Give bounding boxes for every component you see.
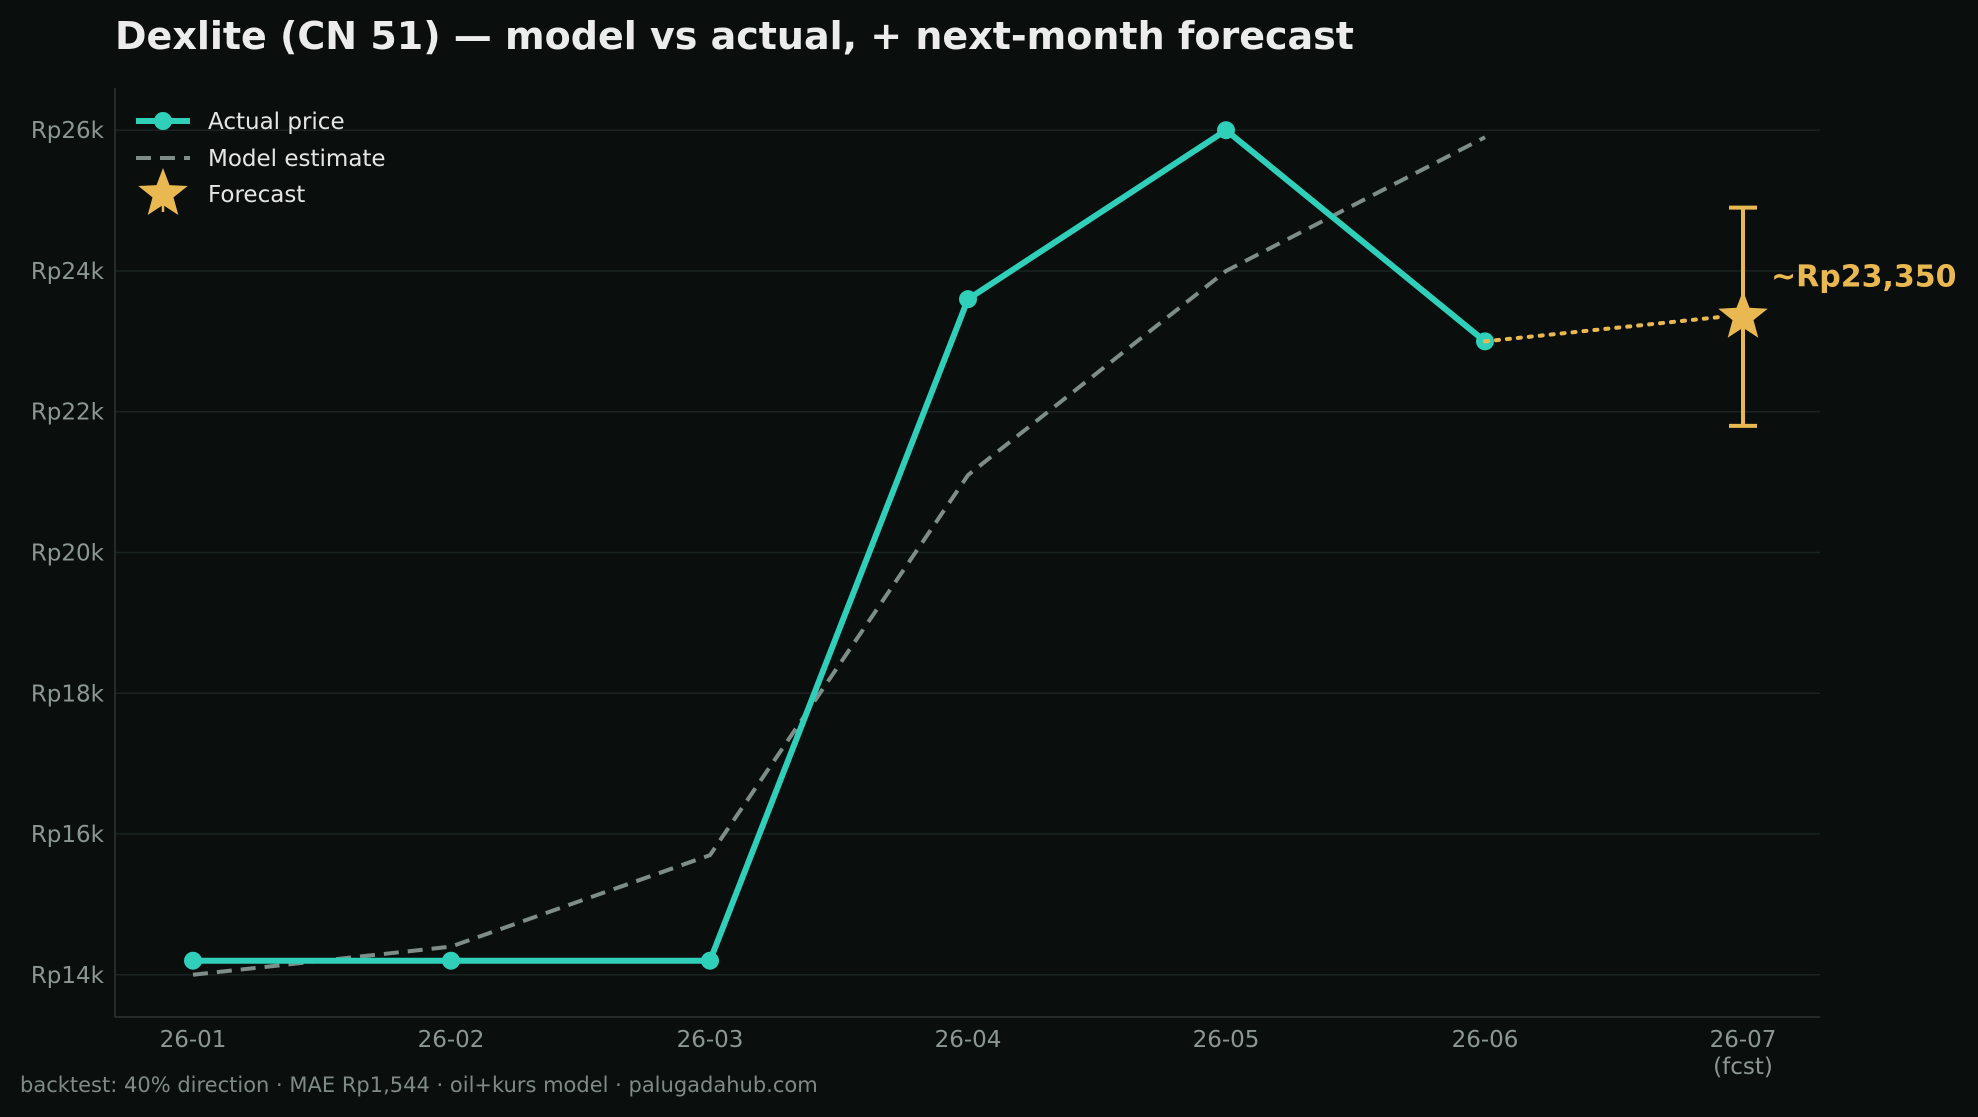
x-tick-label: 26-05	[1193, 1027, 1260, 1053]
y-tick-label: Rp26k	[31, 118, 105, 144]
forecast-value-label: ~Rp23,350	[1771, 260, 1956, 295]
x-tick-label: 26-03	[677, 1027, 744, 1053]
forecast-star-point	[1718, 290, 1768, 338]
chart-title: Dexlite (CN 51) — model vs actual, + nex…	[115, 14, 1354, 58]
model-estimate-line	[192, 135, 1486, 977]
y-tick-label: Rp20k	[31, 541, 105, 567]
x-tick-label: 26-06	[1452, 1027, 1519, 1053]
axes	[114, 88, 1820, 1018]
legend-model-label: Model estimate	[208, 146, 386, 172]
x-axis-ticks: 26-01 26-02 26-03 26-04 26-05 26-06 26-07(fcst…	[160, 1027, 1777, 1080]
y-tick-label: Rp18k	[31, 681, 105, 707]
actual-price-point	[442, 951, 460, 970]
x-tick-label: 26-04	[935, 1027, 1002, 1053]
legend-forecast-star	[138, 168, 188, 215]
actual-price-point	[959, 290, 977, 309]
legend-actual-marker	[154, 112, 172, 130]
x-tick-label: 26-02	[418, 1027, 485, 1053]
forecast-connector	[1483, 314, 1725, 344]
legend-forecast-label: Forecast	[208, 182, 305, 208]
plot-series: ~Rp23,350	[184, 121, 1956, 977]
y-tick-label: Rp24k	[31, 259, 105, 285]
legend-actual-label: Actual price	[208, 109, 345, 135]
actual-price-point	[701, 951, 719, 970]
y-tick-label: Rp22k	[31, 400, 105, 426]
actual-price-point	[1217, 121, 1235, 140]
y-tick-label: Rp16k	[31, 822, 105, 848]
y-tick-label: Rp14k	[31, 963, 105, 989]
actual-price-line	[193, 127, 1487, 964]
footer-note: backtest: 40% direction · MAE Rp1,544 · …	[20, 1073, 818, 1097]
x-tick-sublabel: (fcst)	[1713, 1054, 1773, 1080]
x-tick-label: 26-01	[160, 1027, 227, 1053]
y-axis-ticks: Rp14k Rp16k Rp18k Rp20k Rp22k Rp24k Rp26k	[31, 118, 105, 989]
gridlines	[115, 129, 1820, 976]
x-tick-label: 26-07	[1710, 1027, 1777, 1053]
actual-price-point	[184, 951, 202, 970]
legend: Actual price Model estimate Forecast	[136, 109, 386, 215]
